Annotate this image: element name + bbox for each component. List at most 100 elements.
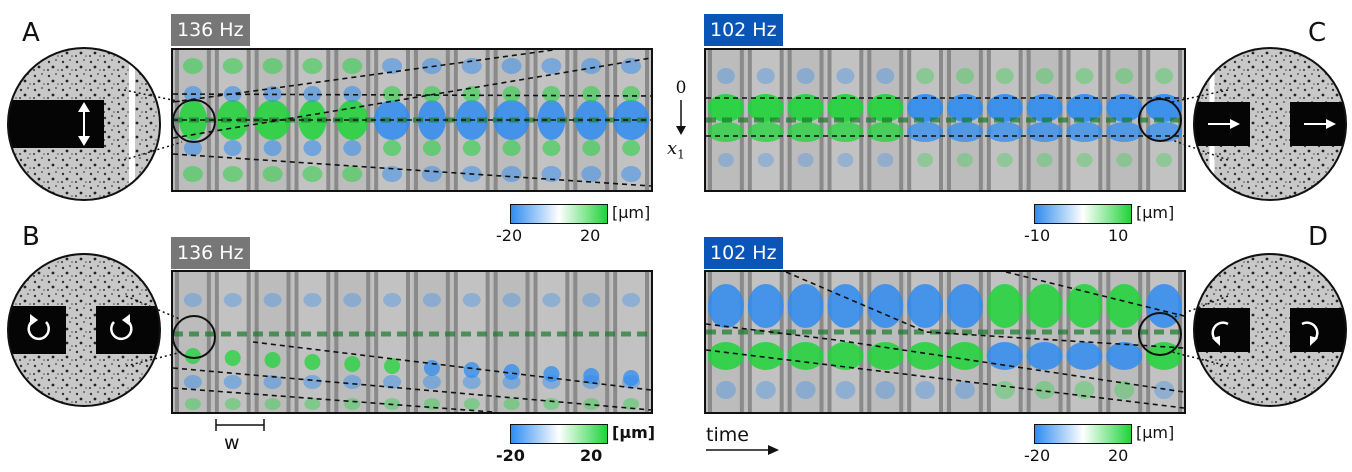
displacement-blob: [1115, 68, 1134, 84]
displacement-blob: [216, 100, 249, 140]
displacement-blob: [716, 68, 735, 84]
displacement-blob: [463, 362, 480, 378]
time-frame: [212, 272, 253, 412]
strip-image-c: [706, 50, 1184, 190]
wave-front-line: [706, 323, 1184, 393]
probe-beam-a: [8, 100, 104, 148]
time-frame: [412, 272, 452, 412]
displacement-blob: [582, 293, 601, 307]
wave-front-line: [1005, 272, 1184, 317]
displacement-blob: [1026, 94, 1063, 122]
time-frame: [372, 272, 412, 412]
displacement-blob: [986, 342, 1023, 370]
panel-letter-b: B: [22, 222, 40, 252]
displacement-blob: [995, 68, 1014, 84]
displacement-blob: [622, 293, 641, 307]
displacement-blob: [501, 166, 522, 182]
panel-letter-a: A: [22, 18, 40, 48]
displacement-blob: [1106, 94, 1143, 122]
displacement-blob: [581, 58, 602, 74]
displacement-blob: [907, 284, 944, 328]
displacement-blob: [623, 398, 640, 410]
displacement-blob: [582, 86, 601, 102]
displacement-blob: [383, 140, 402, 156]
displacement-blob: [796, 68, 815, 84]
displacement-blob: [223, 86, 242, 102]
displacement-blob: [223, 140, 242, 156]
displacement-blob: [462, 86, 481, 102]
displacement-blob: [1066, 284, 1103, 328]
wave-front-line: [173, 367, 651, 411]
displacement-blob: [421, 166, 442, 182]
displacement-blob: [383, 86, 402, 102]
displacement-blob: [383, 293, 402, 307]
displacement-blob: [542, 375, 561, 389]
displacement-blob: [717, 153, 734, 167]
displacement-blob: [1026, 122, 1063, 142]
displacement-blob: [344, 398, 361, 410]
displacement-blob: [827, 342, 864, 370]
displacement-blob: [462, 140, 481, 156]
time-frame: [252, 272, 293, 412]
displacement-blob: [382, 166, 403, 182]
displacement-blob: [343, 86, 362, 102]
time-frame: [491, 272, 532, 412]
wave-front-line: [173, 153, 651, 187]
inset-c: [1193, 47, 1347, 201]
displacement-blob: [1076, 153, 1093, 167]
displacement-blob: [835, 381, 856, 399]
displacement-blob: [1106, 122, 1143, 142]
displacement-blob: [264, 398, 281, 410]
displacement-blob: [867, 122, 904, 142]
width-bracket: [215, 419, 265, 431]
displacement-blob: [1116, 153, 1133, 167]
displacement-blob: [907, 122, 944, 142]
displacement-blob: [462, 375, 481, 389]
displacement-blob: [946, 284, 983, 328]
displacement-blob: [182, 166, 203, 182]
displacement-blob: [867, 94, 904, 122]
displacement-blob: [827, 94, 864, 122]
displacement-blob: [542, 86, 561, 102]
displacement-blob: [907, 342, 944, 370]
strip-image-d: [706, 272, 1184, 412]
displacement-blob: [747, 284, 784, 328]
colorbar-b-max: 20: [580, 446, 603, 465]
displacement-blob: [917, 153, 934, 167]
displacement-blob: [836, 68, 855, 84]
displacement-blob: [223, 375, 242, 389]
displacement-blob: [462, 293, 481, 307]
time-frame: [611, 272, 651, 412]
rotate-ccw-icon: [110, 318, 133, 341]
colorbar-a-min: -20: [496, 226, 523, 245]
displacement-blob: [875, 381, 896, 399]
displacement-blob: [382, 58, 403, 74]
displacement-blob: [787, 284, 824, 328]
displacement-blob: [384, 358, 401, 374]
colorbar-b-unit: [µm]: [612, 423, 656, 442]
displacement-blob: [304, 354, 321, 370]
displacement-blob: [503, 398, 520, 410]
displacement-blob: [827, 122, 864, 142]
displacement-blob: [1106, 284, 1143, 328]
strip-image-a: [173, 50, 651, 190]
displacement-blob: [1156, 153, 1173, 167]
time-label: time: [706, 424, 749, 446]
displacement-blob: [621, 166, 642, 182]
displacement-blob: [757, 153, 774, 167]
displacement-blob: [623, 370, 640, 386]
displacement-blob: [907, 94, 944, 122]
strip-frames: [706, 272, 1184, 412]
displacement-blob: [542, 140, 561, 156]
displacement-blob: [756, 68, 775, 84]
displacement-blob: [263, 375, 282, 389]
frequency-tag-c: 102 Hz: [704, 14, 783, 46]
displacement-blob: [994, 381, 1015, 399]
displacement-blob: [1146, 284, 1183, 328]
colorbar-a: [510, 204, 608, 224]
displacement-blob: [502, 86, 521, 102]
displacement-blob: [183, 375, 202, 389]
displacement-blob: [915, 381, 936, 399]
arrow-right-icon: [1230, 119, 1240, 129]
displacement-blob: [755, 381, 776, 399]
